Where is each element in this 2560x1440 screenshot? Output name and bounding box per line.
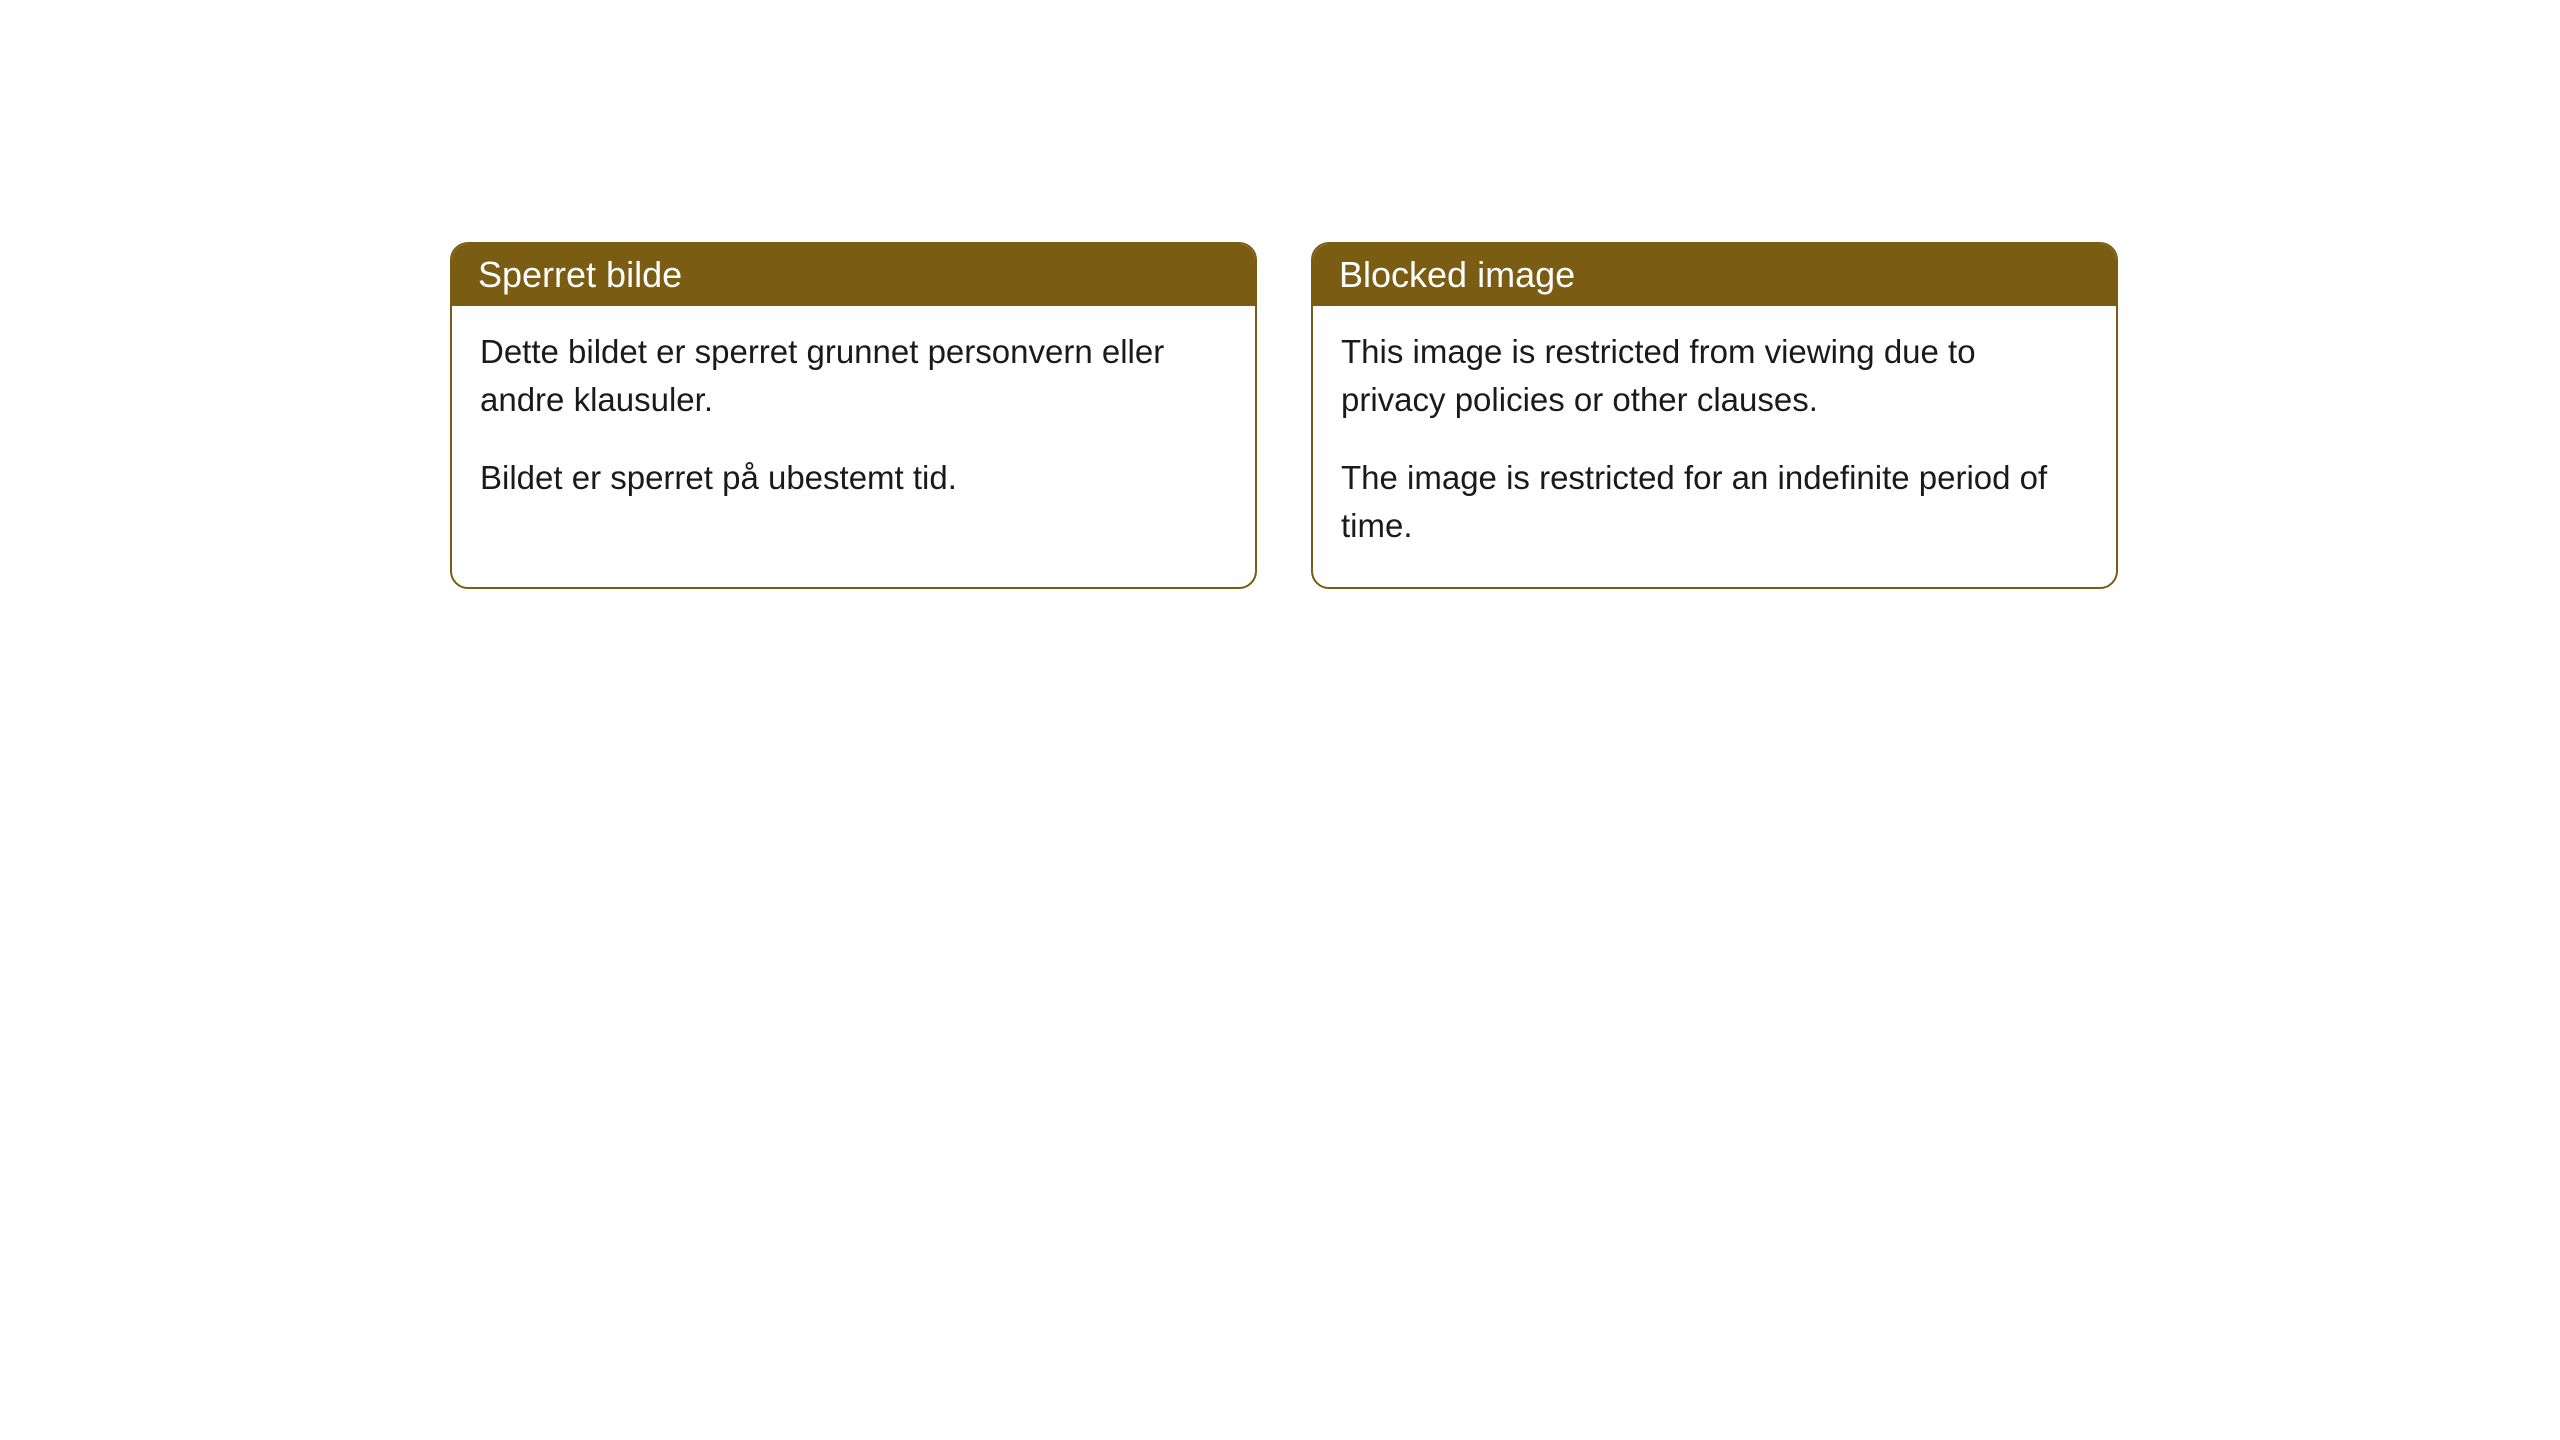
notice-container: Sperret bilde Dette bildet er sperret gr… bbox=[450, 242, 2118, 589]
card-title: Sperret bilde bbox=[478, 254, 682, 295]
card-body: This image is restricted from viewing du… bbox=[1313, 306, 2116, 587]
card-header: Blocked image bbox=[1313, 244, 2116, 306]
card-paragraph: This image is restricted from viewing du… bbox=[1341, 328, 2088, 424]
card-title: Blocked image bbox=[1339, 254, 1575, 295]
card-header: Sperret bilde bbox=[452, 244, 1255, 306]
notice-card-norwegian: Sperret bilde Dette bildet er sperret gr… bbox=[450, 242, 1257, 589]
card-paragraph: Dette bildet er sperret grunnet personve… bbox=[480, 328, 1227, 424]
card-body: Dette bildet er sperret grunnet personve… bbox=[452, 306, 1255, 540]
card-paragraph: The image is restricted for an indefinit… bbox=[1341, 454, 2088, 550]
notice-card-english: Blocked image This image is restricted f… bbox=[1311, 242, 2118, 589]
card-paragraph: Bildet er sperret på ubestemt tid. bbox=[480, 454, 1227, 502]
